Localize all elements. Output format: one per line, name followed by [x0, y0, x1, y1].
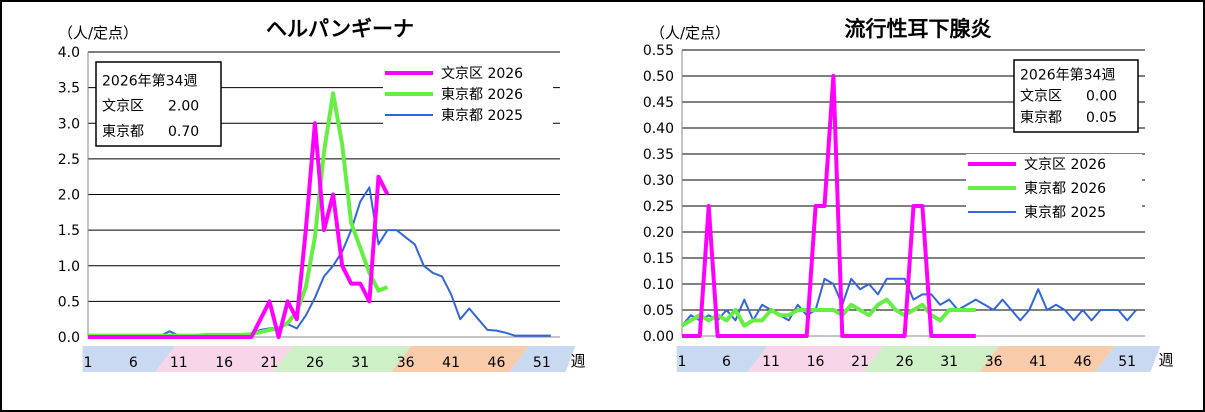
x-tick-label: 41: [442, 355, 460, 371]
week-band-segment: [273, 346, 412, 372]
y-unit-label: （人/定点）: [58, 24, 138, 42]
chart-2: 流行性耳下腺炎 （人/定点） 0.00 0.05 0.10 0.15 0.20 0.25 0.3…: [643, 17, 1174, 372]
x-tick-label: 41: [1029, 354, 1047, 370]
y-tick-label: 0.20: [643, 225, 674, 241]
week-band-segment: [676, 346, 768, 372]
y-tick-label: 0.35: [643, 147, 674, 163]
x-tick-label: 16: [807, 354, 825, 370]
y-tick-label: 0.30: [643, 173, 674, 189]
x-tick-label: 31: [940, 354, 958, 370]
y-tick-label: 3.0: [58, 116, 80, 132]
y-tick-label: 0.10: [643, 277, 674, 293]
y-tick-label: 4.0: [58, 45, 80, 61]
legend-entry: 東京都 2026: [441, 87, 523, 103]
info-box-heading: 2026年第34週: [102, 72, 197, 89]
x-axis-label: 週: [570, 352, 585, 370]
info-box-value: 0.05: [1086, 110, 1117, 126]
week-band-segment: [1094, 346, 1161, 372]
x-tick-label: 16: [215, 355, 233, 371]
x-tick-label: 1: [678, 354, 687, 370]
x-tick-label: 11: [170, 355, 188, 371]
x-tick-label: 21: [851, 354, 869, 370]
x-tick-label: 6: [129, 355, 138, 371]
x-tick-label: 21: [261, 355, 279, 371]
y-tick-label: 0.55: [643, 43, 674, 59]
chart-title: 流行性耳下腺炎: [845, 17, 992, 41]
y-tick-label: 0.25: [643, 199, 674, 215]
x-axis-label: 週: [1158, 351, 1173, 369]
info-box-value: 2.00: [168, 99, 199, 115]
week-band-segment: [747, 346, 884, 372]
week-band-segment: [391, 346, 530, 372]
series-line-0: [682, 74, 976, 338]
y-tick-label: 1.0: [58, 259, 80, 275]
week-band-segment: [979, 346, 1115, 372]
info-box-label: 東京都: [102, 124, 144, 140]
week-band-segment: [863, 346, 1000, 372]
week-band-segment: [155, 346, 294, 372]
info-box-label: 東京都: [1020, 110, 1062, 126]
chart-title: ヘルパンギーナ: [266, 17, 414, 41]
y-tick-label: 0.5: [58, 294, 80, 310]
series-line-0: [88, 121, 390, 339]
y-tick-label: 3.5: [58, 81, 80, 97]
info-box-value: 0.70: [168, 124, 199, 140]
y-unit-label: （人/定点）: [650, 24, 730, 42]
x-tick-label: 26: [896, 354, 914, 370]
y-tick-label: 0.50: [643, 69, 674, 85]
x-tick-label: 46: [488, 355, 506, 371]
info-box-label: 文京区: [1020, 89, 1062, 105]
x-tick-label: 11: [762, 354, 780, 370]
x-tick-label: 31: [351, 355, 369, 371]
info-box: [95, 61, 222, 147]
info-box: [1013, 59, 1139, 133]
info-box-value: 0.00: [1086, 89, 1117, 105]
x-tick-label: 36: [397, 355, 415, 371]
legend-entry: 東京都 2025: [1024, 205, 1106, 221]
y-tick-label: 0.0: [58, 330, 80, 346]
series-line-2: [88, 186, 551, 338]
legend-entry: 東京都 2026: [1024, 181, 1106, 197]
x-tick-label: 51: [533, 355, 551, 371]
week-band-segment: [509, 346, 576, 372]
x-tick-label: 46: [1074, 354, 1092, 370]
series-line-1: [680, 297, 976, 328]
x-tick-label: 1: [84, 355, 93, 371]
legend-entry: 文京区 2026: [1024, 157, 1106, 173]
week-band-segment: [82, 346, 176, 372]
chart-1: ヘルパンギーナ （人/定点） 0.0 0.5 1.0 1.5 2.0 2.5 3.0 3.5 4.0…: [58, 17, 586, 372]
x-tick-label: 6: [722, 354, 731, 370]
legend-entry: 文京区 2026: [441, 66, 523, 82]
y-tick-label: 1.5: [58, 223, 80, 239]
y-tick-label: 0.45: [643, 95, 674, 111]
y-tick-label: 0.05: [643, 303, 674, 319]
y-tick-label: 0.00: [643, 329, 674, 345]
info-box-heading: 2026年第34週: [1020, 66, 1115, 83]
y-tick-label: 0.40: [643, 121, 674, 137]
x-tick-label: 51: [1118, 354, 1136, 370]
y-tick-label: 2.0: [58, 188, 80, 204]
info-box-label: 文京区: [102, 99, 144, 115]
y-tick-label: 0.15: [643, 251, 674, 267]
x-tick-label: 26: [306, 355, 324, 371]
legend-entry: 東京都 2025: [441, 108, 523, 124]
y-tick-label: 2.5: [58, 152, 80, 168]
x-tick-label: 36: [985, 354, 1003, 370]
